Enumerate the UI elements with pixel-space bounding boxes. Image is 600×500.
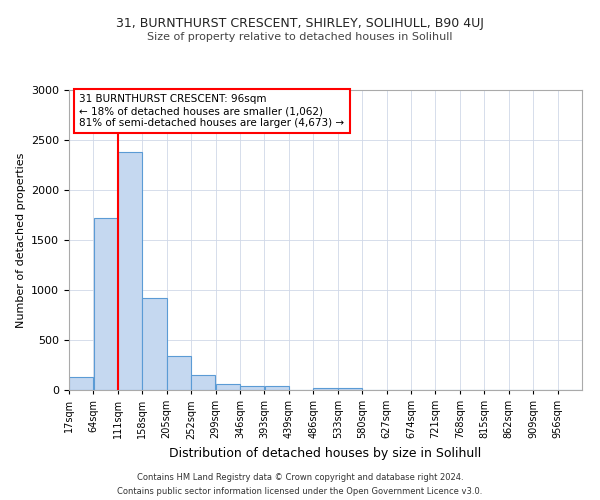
Bar: [265, 386, 289, 390]
Bar: [167, 356, 191, 390]
Bar: [142, 298, 167, 390]
Bar: [118, 152, 142, 390]
Y-axis label: Number of detached properties: Number of detached properties: [16, 152, 26, 328]
Bar: [191, 374, 215, 390]
Bar: [240, 386, 265, 390]
Text: Contains HM Land Registry data © Crown copyright and database right 2024.: Contains HM Land Registry data © Crown c…: [137, 472, 463, 482]
Text: 31 BURNTHURST CRESCENT: 96sqm
← 18% of detached houses are smaller (1,062)
81% o: 31 BURNTHURST CRESCENT: 96sqm ← 18% of d…: [79, 94, 344, 128]
Bar: [215, 384, 240, 390]
Text: 31, BURNTHURST CRESCENT, SHIRLEY, SOLIHULL, B90 4UJ: 31, BURNTHURST CRESCENT, SHIRLEY, SOLIHU…: [116, 18, 484, 30]
Bar: [69, 377, 94, 390]
Text: Contains public sector information licensed under the Open Government Licence v3: Contains public sector information licen…: [118, 488, 482, 496]
Bar: [338, 388, 362, 390]
Text: Size of property relative to detached houses in Solihull: Size of property relative to detached ho…: [147, 32, 453, 42]
Bar: [313, 388, 338, 390]
Bar: [94, 218, 118, 390]
X-axis label: Distribution of detached houses by size in Solihull: Distribution of detached houses by size …: [169, 447, 482, 460]
